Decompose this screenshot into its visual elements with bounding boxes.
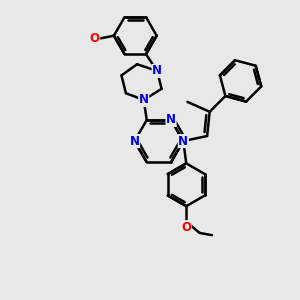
Text: N: N: [166, 113, 176, 127]
Text: N: N: [152, 64, 162, 77]
Text: O: O: [90, 32, 100, 45]
Text: O: O: [181, 220, 191, 234]
Text: N: N: [139, 93, 149, 106]
Text: N: N: [130, 135, 140, 148]
Text: N: N: [178, 135, 188, 148]
